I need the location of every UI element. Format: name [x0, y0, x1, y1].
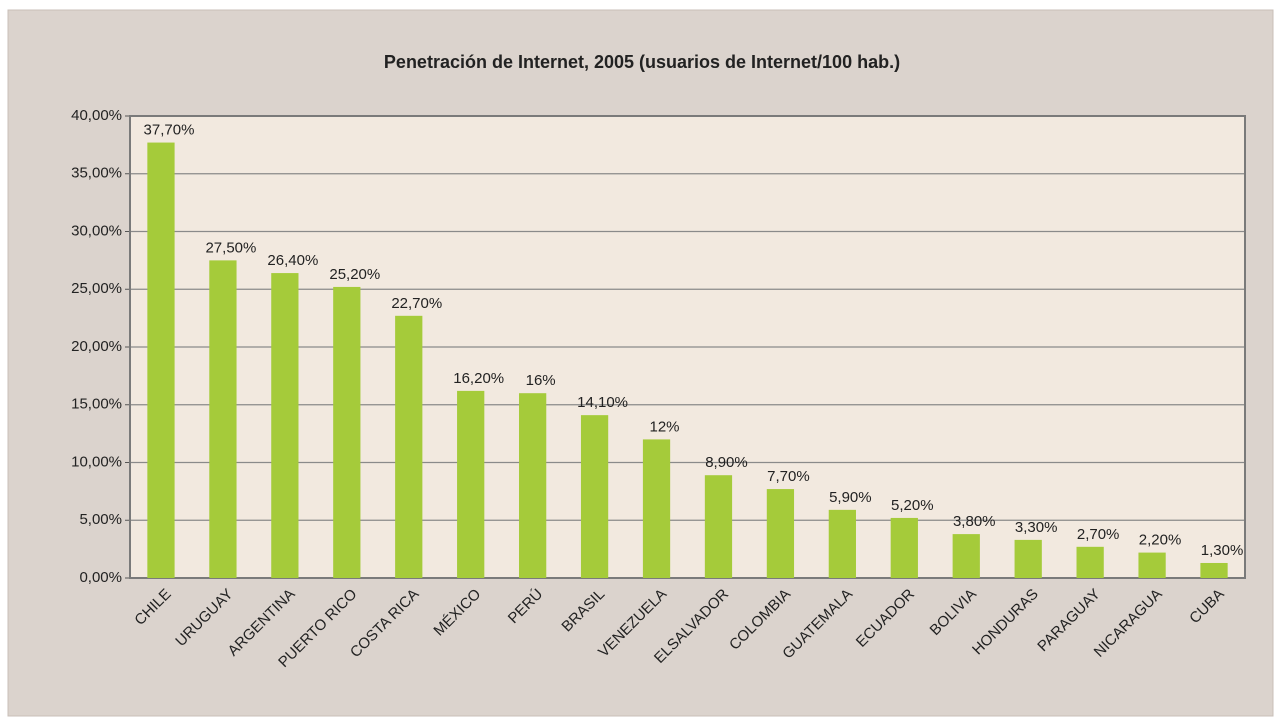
value-label: 37,70%	[144, 122, 195, 139]
bar	[1138, 552, 1166, 578]
bar	[1076, 546, 1104, 578]
value-label: 5,90%	[829, 489, 872, 506]
bar	[457, 390, 485, 578]
value-label: 25,20%	[329, 266, 380, 283]
bar	[704, 475, 733, 578]
value-label: 16%	[526, 372, 556, 389]
value-label: 2,70%	[1077, 526, 1120, 543]
bar	[271, 273, 299, 578]
y-tick-label: 15,00%	[71, 396, 122, 413]
y-tick-label: 25,00%	[71, 280, 122, 297]
value-label: 1,30%	[1201, 542, 1244, 559]
bar	[828, 509, 856, 578]
value-label: 16,20%	[453, 370, 504, 387]
bar	[333, 286, 361, 578]
bar	[580, 415, 609, 578]
y-tick-label: 35,00%	[71, 165, 122, 182]
y-tick-label: 5,00%	[79, 511, 122, 528]
bar	[890, 517, 918, 578]
y-tick-label: 10,00%	[71, 453, 122, 470]
y-tick-label: 0,00%	[79, 569, 122, 586]
bar	[766, 489, 795, 578]
value-label: 3,30%	[1015, 519, 1058, 536]
value-label: 3,80%	[953, 513, 996, 530]
bar	[642, 439, 671, 578]
bar	[395, 315, 423, 578]
y-tick-label: 40,00%	[71, 107, 122, 124]
bar	[147, 142, 175, 578]
y-tick-label: 30,00%	[71, 222, 122, 239]
bar	[1200, 562, 1228, 578]
plot-border	[129, 115, 1246, 579]
value-label: 14,10%	[577, 394, 628, 411]
value-label: 26,40%	[267, 252, 318, 269]
value-label: 12%	[650, 418, 680, 435]
value-label: 22,70%	[391, 295, 442, 312]
value-label: 2,20%	[1139, 532, 1182, 549]
value-label: 27,50%	[205, 239, 256, 256]
bar	[209, 260, 237, 578]
value-label: 8,90%	[705, 454, 748, 471]
bar	[952, 534, 980, 578]
value-label: 5,20%	[891, 497, 934, 514]
value-label: 7,70%	[767, 468, 810, 485]
bar	[1014, 539, 1042, 578]
bar	[519, 393, 547, 578]
y-tick-label: 20,00%	[71, 338, 122, 355]
chart-title: Penetración de Internet, 2005 (usuarios …	[384, 52, 900, 72]
